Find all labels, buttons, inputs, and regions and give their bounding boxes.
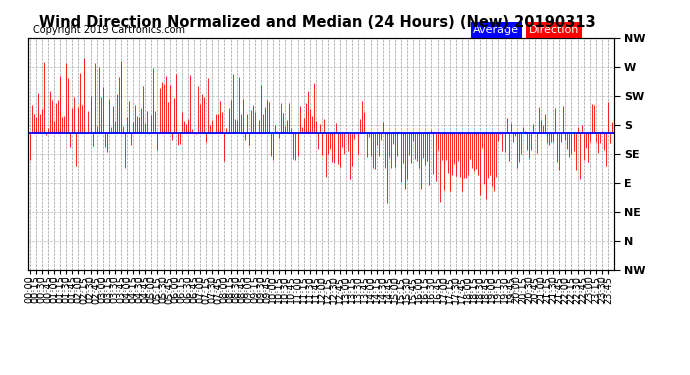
Text: Wind Direction Normalized and Median (24 Hours) (New) 20190313: Wind Direction Normalized and Median (24…: [39, 15, 595, 30]
Text: Copyright 2019 Cartronics.com: Copyright 2019 Cartronics.com: [34, 25, 186, 35]
Text: Average: Average: [473, 25, 520, 35]
Text: Direction: Direction: [529, 25, 580, 35]
